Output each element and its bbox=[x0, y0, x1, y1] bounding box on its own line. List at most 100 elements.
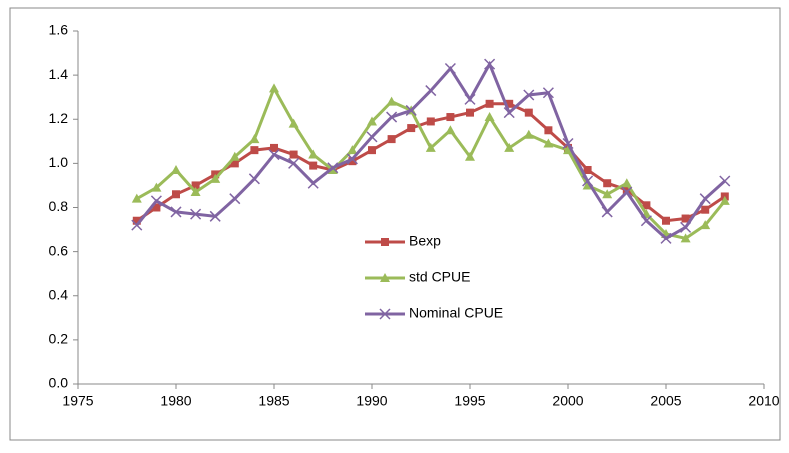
point bbox=[445, 125, 456, 135]
point bbox=[484, 112, 495, 122]
point bbox=[621, 178, 632, 188]
legend-marker bbox=[380, 273, 390, 282]
point bbox=[523, 129, 534, 139]
y-tick-label: 0.6 bbox=[49, 242, 69, 258]
x-tick-label: 1990 bbox=[356, 393, 387, 409]
point bbox=[151, 182, 162, 192]
point bbox=[191, 181, 200, 190]
y-tick-label: 1.4 bbox=[49, 66, 69, 82]
point bbox=[642, 201, 651, 210]
point bbox=[603, 179, 612, 188]
point bbox=[426, 117, 435, 126]
legend-marker bbox=[379, 308, 391, 320]
point bbox=[622, 185, 631, 194]
point bbox=[270, 143, 278, 152]
point bbox=[230, 159, 239, 168]
point bbox=[503, 107, 515, 119]
point bbox=[640, 215, 652, 227]
point bbox=[583, 165, 592, 174]
legend-label: Bexp bbox=[409, 233, 441, 249]
point bbox=[132, 216, 141, 225]
point bbox=[505, 99, 514, 108]
point bbox=[131, 219, 143, 231]
legend-marker bbox=[381, 238, 389, 246]
point bbox=[444, 62, 456, 75]
point bbox=[170, 206, 182, 218]
point bbox=[504, 142, 515, 152]
point bbox=[563, 145, 573, 155]
point bbox=[425, 85, 437, 97]
point bbox=[466, 108, 474, 117]
point bbox=[601, 206, 613, 218]
point bbox=[485, 99, 494, 108]
y-tick-label: 1.6 bbox=[49, 22, 69, 38]
point bbox=[171, 164, 181, 174]
point bbox=[150, 195, 162, 207]
point bbox=[190, 208, 202, 220]
point bbox=[405, 104, 417, 116]
point bbox=[248, 173, 260, 185]
x-tick-label: 2005 bbox=[650, 393, 681, 409]
point bbox=[368, 146, 376, 155]
x-tick-label: 1985 bbox=[258, 393, 289, 409]
point bbox=[465, 151, 475, 161]
point bbox=[701, 205, 710, 214]
point bbox=[464, 93, 476, 105]
point bbox=[425, 142, 436, 152]
point bbox=[680, 221, 692, 233]
point bbox=[190, 187, 201, 197]
point bbox=[348, 157, 357, 166]
point bbox=[700, 220, 711, 230]
point bbox=[660, 232, 672, 244]
point bbox=[446, 113, 455, 122]
x-tick-label: 1980 bbox=[160, 393, 191, 409]
point bbox=[662, 216, 670, 225]
y-tick-label: 1.2 bbox=[49, 110, 69, 126]
point bbox=[209, 210, 221, 222]
x-tick-label: 2010 bbox=[748, 393, 779, 409]
point bbox=[484, 58, 496, 70]
point bbox=[543, 138, 554, 148]
point bbox=[307, 177, 319, 189]
point bbox=[562, 137, 574, 150]
point bbox=[386, 111, 398, 123]
point bbox=[229, 193, 241, 205]
legend-label: Nominal CPUE bbox=[409, 305, 503, 321]
point bbox=[544, 126, 553, 135]
point bbox=[407, 124, 416, 133]
x-tick-label: 1975 bbox=[62, 393, 93, 409]
point bbox=[269, 83, 279, 93]
x-tick-label: 1995 bbox=[454, 393, 485, 409]
point bbox=[523, 89, 535, 101]
point bbox=[524, 108, 533, 117]
point bbox=[582, 175, 594, 187]
y-tick-label: 0.2 bbox=[49, 331, 69, 347]
y-tick-label: 0.0 bbox=[49, 375, 69, 391]
point bbox=[719, 175, 731, 187]
point bbox=[719, 195, 730, 205]
point bbox=[288, 157, 300, 169]
point bbox=[327, 162, 339, 174]
point bbox=[229, 151, 240, 161]
point bbox=[308, 149, 319, 159]
point bbox=[152, 203, 161, 212]
point bbox=[172, 190, 180, 199]
point bbox=[347, 145, 358, 155]
point bbox=[542, 87, 554, 99]
point bbox=[386, 96, 397, 106]
point bbox=[249, 134, 260, 144]
point bbox=[268, 149, 280, 161]
y-tick-label: 0.4 bbox=[49, 286, 69, 302]
point bbox=[289, 150, 298, 159]
point bbox=[131, 193, 142, 203]
point bbox=[210, 173, 221, 183]
y-tick-label: 0.8 bbox=[49, 198, 69, 214]
point bbox=[621, 186, 633, 198]
point bbox=[288, 118, 299, 128]
point bbox=[367, 116, 377, 126]
y-tick-label: 1.0 bbox=[49, 154, 69, 170]
x-tick-label: 2000 bbox=[552, 393, 583, 409]
point bbox=[309, 161, 318, 170]
